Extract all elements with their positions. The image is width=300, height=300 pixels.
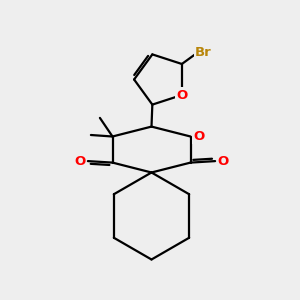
Text: O: O	[193, 130, 205, 143]
Text: Br: Br	[195, 46, 212, 59]
Text: O: O	[218, 154, 229, 168]
Text: O: O	[74, 154, 85, 168]
Text: O: O	[176, 88, 188, 101]
